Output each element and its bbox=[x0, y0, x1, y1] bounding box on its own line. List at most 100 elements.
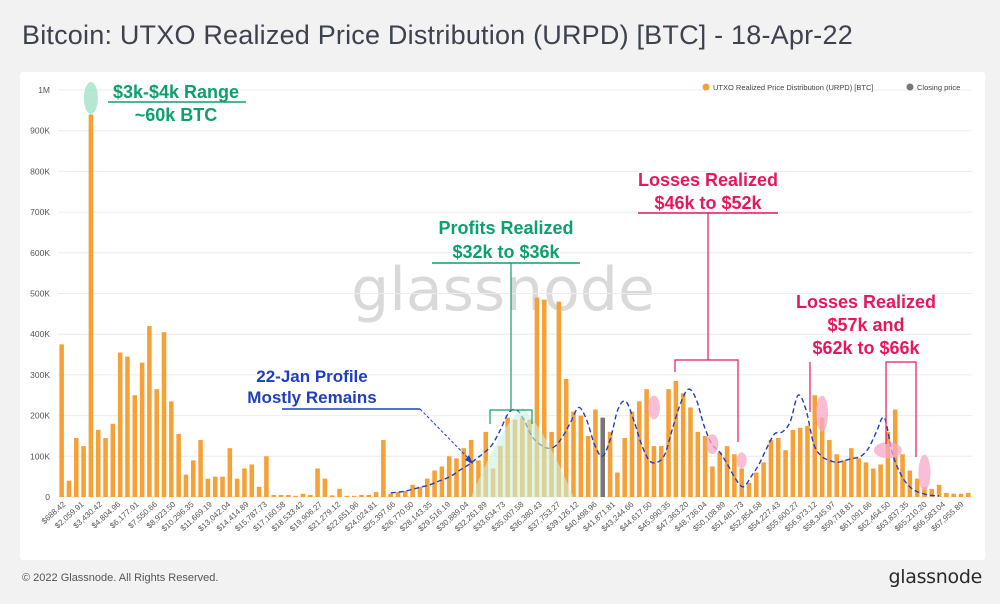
urpd-bar bbox=[198, 440, 203, 497]
urpd-bar bbox=[278, 494, 284, 497]
urpd-bar bbox=[790, 429, 796, 497]
urpd-bar bbox=[359, 494, 364, 497]
urpd-bar bbox=[907, 470, 913, 497]
urpd-bar bbox=[944, 492, 949, 497]
urpd-bar bbox=[651, 446, 657, 497]
urpd-bar bbox=[629, 411, 635, 497]
annotation-profits-range: $32k to $36k bbox=[452, 242, 560, 262]
urpd-bar bbox=[563, 378, 569, 497]
annotation-profile-subtitle: Mostly Remains bbox=[247, 388, 376, 407]
loss-highlight bbox=[873, 442, 902, 459]
urpd-bar bbox=[154, 389, 159, 497]
annotation-losses1-range: $46k to $52k bbox=[654, 193, 762, 213]
urpd-bar bbox=[74, 437, 79, 497]
urpd-bar bbox=[307, 494, 313, 497]
annotation-range-amount: ~60k BTC bbox=[135, 105, 218, 125]
urpd-bar bbox=[871, 468, 876, 497]
urpd-bar bbox=[256, 486, 262, 497]
legend-swatch-urpd[interactable] bbox=[702, 83, 710, 91]
urpd-bar bbox=[81, 446, 86, 497]
urpd-bar bbox=[446, 456, 452, 497]
urpd-bar bbox=[176, 433, 181, 497]
urpd-bar bbox=[658, 446, 664, 497]
urpd-bar bbox=[110, 423, 116, 497]
urpd-chart: glassnode 0 100K 200K 300K 400K 500K 600K 700K 8… bbox=[30, 82, 972, 533]
closing-price-bar bbox=[600, 417, 606, 497]
urpd-bar bbox=[958, 493, 964, 497]
urpd-bar bbox=[695, 431, 701, 497]
urpd-bar bbox=[534, 297, 540, 497]
urpd-bar bbox=[805, 425, 810, 497]
annotation-profile-title: 22-Jan Profile bbox=[256, 367, 368, 386]
urpd-bar bbox=[388, 493, 393, 497]
urpd-bar bbox=[322, 478, 328, 497]
annotation-connector bbox=[419, 408, 473, 463]
urpd-bar bbox=[410, 484, 415, 497]
urpd-bar bbox=[293, 495, 298, 497]
y-tick-label: 100K bbox=[30, 451, 50, 461]
urpd-bar bbox=[797, 427, 803, 497]
copyright-text: © 2022 Glassnode. All Rights Reserved. bbox=[22, 572, 219, 584]
urpd-bar bbox=[417, 486, 423, 497]
chart-panel: glassnode 0 100K 200K 300K 400K 500K 600K 700K 8… bbox=[20, 72, 985, 560]
urpd-bar bbox=[117, 352, 123, 497]
y-tick-label: 300K bbox=[30, 370, 50, 380]
annotation-bracket bbox=[674, 359, 739, 442]
urpd-bar bbox=[622, 437, 627, 497]
urpd-bar bbox=[673, 381, 679, 497]
urpd-bar bbox=[856, 458, 861, 497]
urpd-bar bbox=[666, 389, 671, 497]
loss-highlight bbox=[816, 395, 829, 432]
urpd-bar bbox=[132, 395, 138, 497]
urpd-bar bbox=[220, 476, 225, 497]
annotation-profits-title: Profits Realized bbox=[438, 218, 573, 238]
urpd-bar bbox=[783, 450, 788, 497]
watermark-text: glassnode bbox=[351, 255, 655, 325]
urpd-bar bbox=[286, 494, 291, 497]
urpd-bar bbox=[885, 431, 891, 497]
urpd-bar bbox=[476, 460, 481, 497]
urpd-bar bbox=[585, 435, 591, 497]
urpd-bar bbox=[739, 468, 744, 497]
urpd-bar bbox=[761, 462, 766, 497]
urpd-bar bbox=[242, 468, 247, 497]
y-tick-label: 900K bbox=[30, 126, 50, 136]
urpd-bar bbox=[863, 462, 869, 497]
urpd-bar bbox=[161, 332, 167, 497]
urpd-bar bbox=[754, 472, 759, 497]
urpd-bar bbox=[249, 464, 255, 497]
urpd-bar bbox=[468, 440, 474, 497]
urpd-bar bbox=[395, 492, 401, 497]
annotation-losses2-line2: $57k and bbox=[827, 315, 904, 335]
urpd-bar bbox=[615, 472, 620, 497]
urpd-bar bbox=[351, 495, 357, 497]
urpd-bar bbox=[169, 401, 174, 497]
urpd-bar bbox=[366, 494, 372, 497]
range-highlight bbox=[83, 82, 98, 114]
urpd-bar bbox=[680, 393, 686, 497]
legend-label-urpd[interactable]: UTXO Realized Price Distribution (URPD) … bbox=[713, 83, 873, 92]
urpd-bar bbox=[929, 488, 935, 497]
urpd-bar bbox=[329, 495, 335, 497]
legend-swatch-closing[interactable] bbox=[906, 83, 914, 91]
urpd-bar bbox=[88, 114, 94, 498]
urpd-bar bbox=[234, 478, 240, 497]
urpd-bar bbox=[936, 484, 942, 497]
urpd-bar bbox=[900, 454, 905, 497]
urpd-bar bbox=[337, 488, 342, 497]
profit-highlight bbox=[471, 407, 574, 497]
urpd-bar bbox=[59, 344, 64, 497]
y-tick-label: 0 bbox=[45, 492, 50, 502]
urpd-bar bbox=[103, 437, 108, 497]
urpd-bar bbox=[688, 407, 693, 497]
legend-label-closing[interactable]: Closing price bbox=[917, 83, 960, 92]
urpd-bar bbox=[849, 448, 854, 497]
annotation-losses2-line3: $62k to $66k bbox=[812, 338, 920, 358]
urpd-bar bbox=[607, 431, 613, 497]
urpd-bar bbox=[702, 435, 708, 497]
y-tick-label: 500K bbox=[30, 289, 50, 299]
urpd-bar bbox=[914, 478, 920, 497]
urpd-bar bbox=[125, 356, 130, 497]
urpd-bar bbox=[922, 486, 927, 497]
annotation-losses2-title: Losses Realized bbox=[796, 292, 936, 312]
